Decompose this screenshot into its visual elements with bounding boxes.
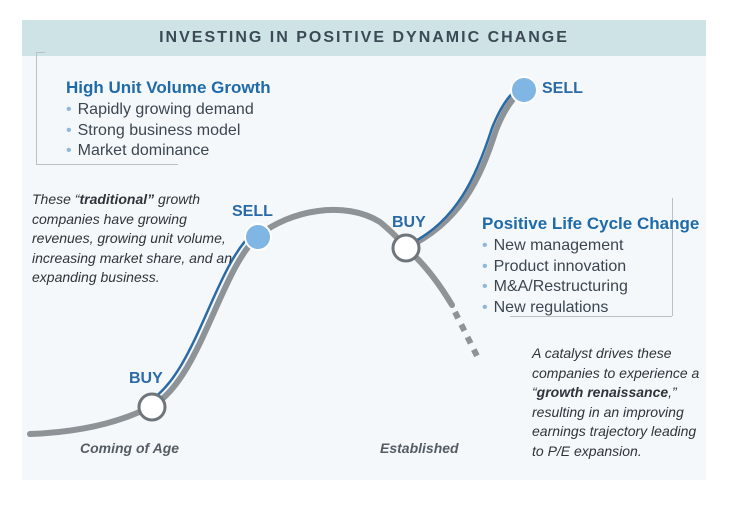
buy-point-2 <box>391 233 421 263</box>
list-item: • Market dominance <box>66 142 210 159</box>
diagram-card: INVESTING IN POSITIVE DYNAMIC CHANGE <box>22 20 706 480</box>
right-box-list: • New management • Product innovation • M&A… <box>482 236 628 318</box>
left-bracket <box>36 52 45 165</box>
left-box-list: • Rapidly growing demand • Strong business… <box>66 100 254 162</box>
buy-label-1: BUY <box>129 370 163 387</box>
sell-label-2: SELL <box>542 80 583 97</box>
left-note: These “traditional” growth companies hav… <box>32 191 232 285</box>
right-bracket-divider <box>510 316 672 317</box>
bullet-icon: • <box>482 237 488 254</box>
bullet-icon: • <box>482 298 488 316</box>
list-item: • Product innovation <box>482 257 627 275</box>
left-bracket-divider <box>36 164 178 165</box>
bullet-icon: • <box>482 278 488 295</box>
bullet-icon: • <box>482 257 488 275</box>
list-item: • New management <box>482 237 624 254</box>
sell-point-2 <box>510 76 538 104</box>
right-note: A catalyst drives these companies to exp… <box>532 345 700 459</box>
buy-label-2: BUY <box>392 214 426 231</box>
buy-point-1 <box>137 392 167 422</box>
decline-dotted-path <box>452 310 481 360</box>
list-item: • Strong business model <box>66 121 241 139</box>
growth-segment-2 <box>411 87 519 245</box>
bullet-icon: • <box>66 121 72 139</box>
list-item: • M&A/Restructuring <box>482 278 628 295</box>
list-item: • New regulations <box>482 298 609 316</box>
growth-segment-1 <box>147 231 255 404</box>
list-item: • Rapidly growing demand <box>66 101 254 118</box>
stage-coming-of-age: Coming of Age <box>80 440 180 456</box>
diagram-title: INVESTING IN POSITIVE DYNAMIC CHANGE <box>22 20 706 56</box>
bullet-icon: • <box>66 101 72 118</box>
sell-point-1 <box>244 223 272 251</box>
sell-label-1: SELL <box>232 203 273 220</box>
right-bracket <box>662 198 673 316</box>
bullet-icon: • <box>66 142 72 159</box>
stage-established: Established <box>380 440 459 456</box>
left-box-title: High Unit Volume Growth <box>66 78 271 97</box>
right-box-title: Positive Life Cycle Change <box>482 214 700 233</box>
